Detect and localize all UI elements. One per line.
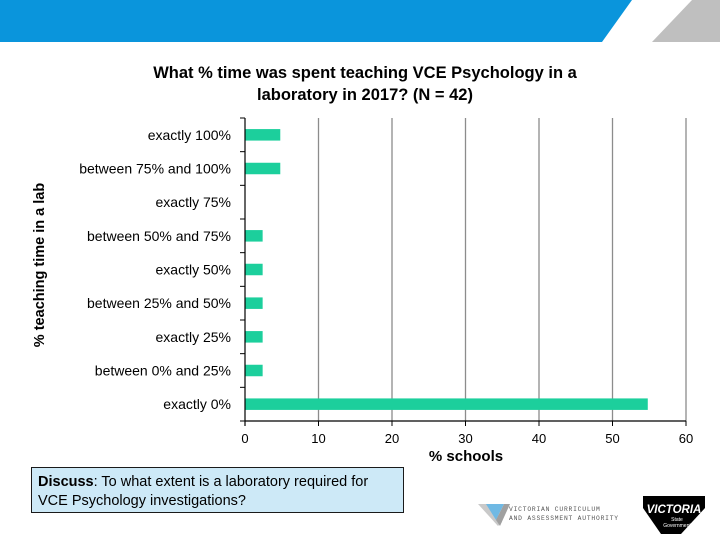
category-label: between 50% and 75% [87,228,231,244]
vcaa-logo-text: VICTORIAN CURRICULUM AND ASSESSMENT AUTH… [509,505,619,523]
x-axis-title: % schools [429,448,503,465]
category-label: exactly 25% [156,329,231,345]
bar [245,398,648,410]
chart-title-line-1: What % time was spent teaching VCE Psych… [153,64,577,82]
vcaa-line-1: VICTORIAN CURRICULUM [509,506,601,513]
bar [245,230,263,242]
bar-chart: exactly 100% between 75% and 100% exactly … [32,117,693,465]
discuss-text: : To what extent is a laboratory require… [38,474,369,509]
y-axis-title: % teaching time in a lab [32,183,48,348]
chart-title-line-2: laboratory in 2017? (N = 42) [257,86,473,104]
category-labels: exactly 100% between 75% and 100% exactly … [79,127,231,412]
x-tick-label: 40 [532,431,546,446]
category-label: exactly 50% [156,262,231,278]
bar [245,364,263,377]
x-tick-label: 60 [679,431,693,446]
bar [245,331,263,343]
x-tick-label: 0 [241,431,248,446]
category-label: between 0% and 25% [95,363,231,379]
x-tick-label: 50 [605,431,619,446]
vcaa-logo [478,504,510,526]
x-tick-label: 20 [385,431,399,446]
bar [245,263,263,276]
bars [245,129,648,410]
category-label: between 75% and 100% [79,161,231,177]
victoria-state-government-logo: VICTORIA State Government [643,496,705,534]
discuss-box: Discuss: To what extent is a laboratory … [31,467,404,513]
discuss-label: Discuss [38,474,94,490]
chart-title: What % time was spent teaching VCE Psych… [100,62,630,106]
x-tick-label: 30 [458,431,472,446]
bar [245,129,281,141]
gridlines [317,118,687,421]
victoria-name: VICTORIA [647,504,702,516]
header-gray-band [652,0,720,42]
axes [240,117,687,426]
x-tick-labels: 0 10 20 30 40 50 60 [241,431,693,446]
category-label: between 25% and 50% [87,295,231,311]
header-blue-band [0,0,632,42]
victoria-sub-1: State [671,517,683,523]
bar [245,162,281,175]
bar [245,297,263,309]
category-label: exactly 0% [163,396,231,412]
x-tick-label: 10 [311,431,325,446]
victoria-sub-2: Government [663,523,691,529]
category-label: exactly 100% [148,127,231,143]
vcaa-line-2: AND ASSESSMENT AUTHORITY [509,515,619,522]
category-label: exactly 75% [156,194,231,210]
header-bar [0,0,720,42]
